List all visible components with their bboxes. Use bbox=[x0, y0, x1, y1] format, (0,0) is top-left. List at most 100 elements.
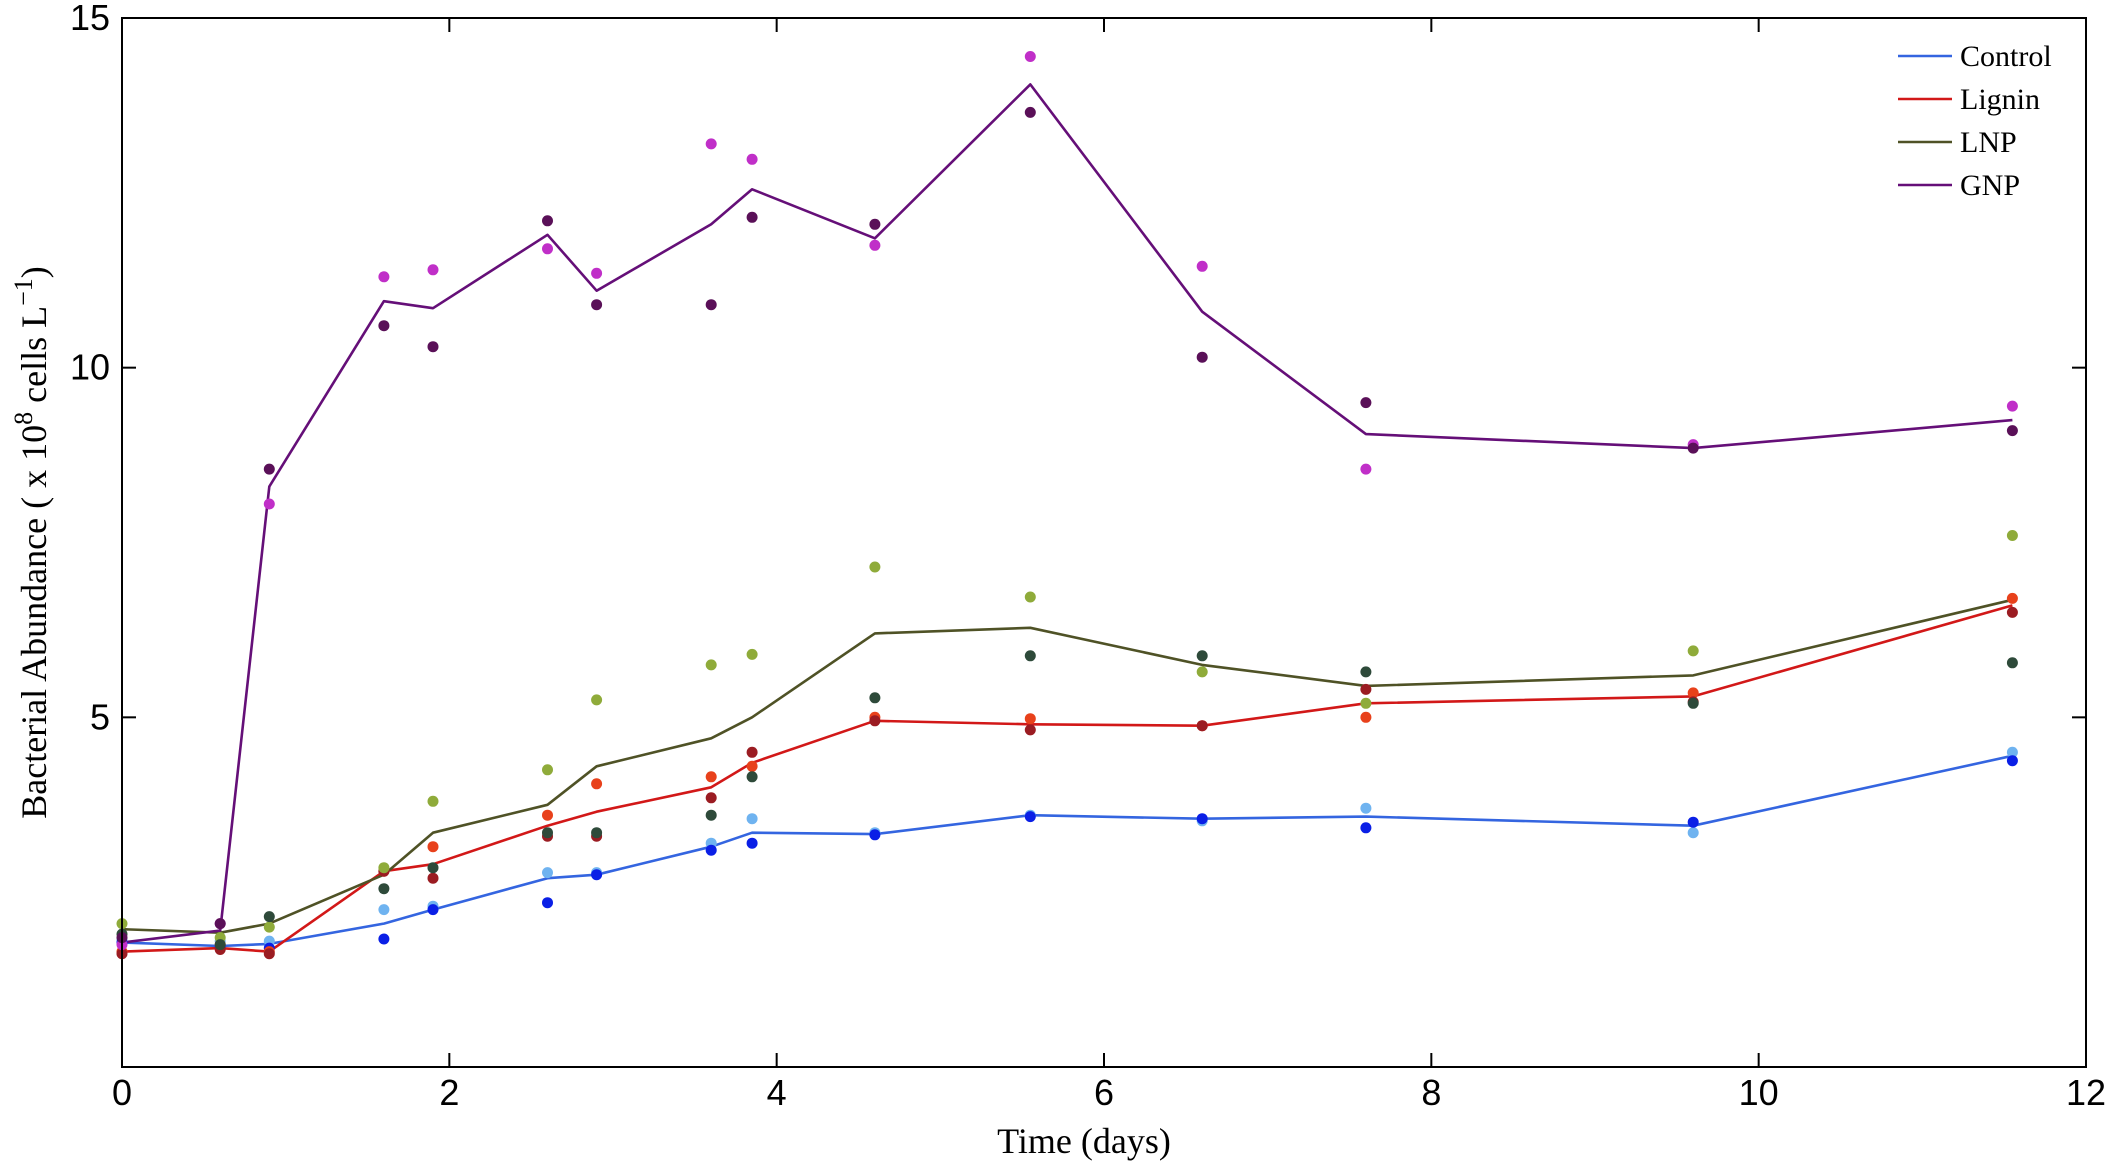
data-point-lnp-rep1 bbox=[869, 561, 881, 573]
data-point-control-rep2 bbox=[1024, 811, 1036, 823]
data-point-control-rep1 bbox=[2006, 746, 2018, 758]
data-point-gnp-rep1 bbox=[263, 498, 275, 510]
data-point-gnp-rep1 bbox=[2006, 400, 2018, 412]
series-line-gnp bbox=[121, 83, 2013, 944]
y-axis-title-exp2: −1 bbox=[9, 278, 38, 306]
data-point-gnp-rep2 bbox=[263, 463, 275, 475]
data-point-gnp-rep1 bbox=[1196, 260, 1208, 272]
data-point-control-rep1 bbox=[746, 813, 758, 825]
data-point-lignin-rep1 bbox=[2006, 592, 2018, 604]
data-point-lnp-rep2 bbox=[746, 771, 758, 783]
data-point-lnp-rep1 bbox=[591, 694, 603, 706]
data-point-lnp-rep2 bbox=[427, 862, 439, 874]
data-point-gnp-rep2 bbox=[1196, 351, 1208, 363]
data-point-gnp-rep2 bbox=[427, 341, 439, 353]
data-point-lnp-rep2 bbox=[378, 883, 390, 895]
legend: Control Lignin LNP GNP bbox=[1898, 40, 2052, 202]
data-point-lignin-rep2 bbox=[427, 872, 439, 884]
data-point-gnp-rep1 bbox=[1024, 51, 1036, 62]
data-point-control-rep2 bbox=[427, 904, 439, 916]
data-point-control-rep2 bbox=[1687, 816, 1699, 828]
data-point-lnp-rep2 bbox=[869, 692, 881, 704]
data-point-gnp-rep2 bbox=[591, 299, 603, 311]
data-point-lignin-rep1 bbox=[746, 760, 758, 772]
data-point-lignin-rep1 bbox=[542, 809, 553, 821]
data-point-gnp-rep2 bbox=[746, 211, 758, 223]
data-point-lignin-rep1 bbox=[591, 778, 603, 790]
data-point-control-rep2 bbox=[591, 869, 603, 881]
points-layer bbox=[116, 51, 2018, 960]
data-point-gnp-rep1 bbox=[427, 264, 439, 276]
data-point-lnp-rep2 bbox=[705, 809, 717, 821]
data-point-gnp-rep2 bbox=[542, 215, 553, 227]
data-point-lignin-rep1 bbox=[427, 841, 439, 853]
data-point-control-rep2 bbox=[746, 837, 758, 849]
x-tick-label: 6 bbox=[1094, 1072, 1114, 1113]
data-point-lnp-rep2 bbox=[1360, 666, 1372, 678]
data-point-lnp-rep2 bbox=[214, 939, 226, 951]
data-point-lnp-rep2 bbox=[2006, 657, 2018, 669]
data-point-gnp-rep1 bbox=[591, 267, 603, 279]
data-point-control-rep1 bbox=[1360, 802, 1372, 814]
data-point-lnp-rep2 bbox=[1687, 697, 1699, 709]
data-point-gnp-rep2 bbox=[869, 218, 881, 230]
data-point-gnp-rep1 bbox=[1360, 463, 1372, 475]
ticks-layer: 0 2 4 6 8 10 12 5 10 15 bbox=[70, 0, 2106, 1113]
data-point-control-rep2 bbox=[869, 829, 881, 841]
legend-label-lnp: LNP bbox=[1960, 126, 2017, 159]
data-point-lnp-rep1 bbox=[1196, 666, 1208, 678]
data-point-gnp-rep2 bbox=[1360, 397, 1372, 409]
x-tick-label: 4 bbox=[767, 1072, 787, 1113]
data-point-lnp-rep2 bbox=[1024, 650, 1036, 662]
y-axis-title-mid: cells L bbox=[14, 306, 54, 412]
data-point-lignin-rep2 bbox=[2006, 606, 2018, 618]
data-point-control-rep2 bbox=[705, 844, 717, 856]
data-point-control-rep1 bbox=[378, 904, 390, 916]
data-point-lignin-rep2 bbox=[1360, 683, 1372, 695]
data-point-lnp-rep1 bbox=[1687, 645, 1699, 657]
data-point-gnp-rep2 bbox=[214, 918, 226, 930]
data-point-gnp-rep1 bbox=[705, 138, 717, 150]
data-point-lignin-rep1 bbox=[1687, 687, 1699, 699]
data-point-control-rep2 bbox=[2006, 755, 2018, 767]
data-point-control-rep1 bbox=[1687, 827, 1699, 839]
series-line-lignin bbox=[121, 604, 2013, 953]
x-tick-label: 12 bbox=[2066, 1072, 2106, 1113]
x-tick-label: 8 bbox=[1421, 1072, 1441, 1113]
x-tick-label: 2 bbox=[439, 1072, 459, 1113]
y-axis-title-suffix: ) bbox=[14, 266, 54, 278]
data-point-control-rep2 bbox=[1360, 822, 1372, 834]
x-axis-title: Time (days) bbox=[997, 1121, 1171, 1161]
data-point-lnp-rep2 bbox=[263, 911, 275, 923]
data-point-lignin-rep2 bbox=[263, 948, 275, 960]
data-point-lnp-rep1 bbox=[542, 764, 553, 776]
data-point-lignin-rep2 bbox=[746, 746, 758, 758]
data-point-control-rep2 bbox=[378, 933, 390, 945]
legend-label-gnp: GNP bbox=[1960, 169, 2020, 202]
data-point-lnp-rep1 bbox=[1024, 591, 1036, 603]
series-line-lnp bbox=[121, 598, 2013, 935]
y-axis-title-exp1: 8 bbox=[9, 412, 38, 425]
data-point-gnp-rep1 bbox=[869, 239, 881, 251]
data-point-lnp-rep1 bbox=[378, 862, 390, 874]
data-point-lignin-rep1 bbox=[705, 771, 717, 783]
data-point-gnp-rep2 bbox=[378, 320, 390, 332]
data-point-lnp-rep1 bbox=[263, 921, 275, 933]
data-point-lignin-rep2 bbox=[705, 792, 717, 804]
legend-label-control: Control bbox=[1960, 40, 2052, 73]
data-point-gnp-rep1 bbox=[378, 271, 390, 283]
x-tick-label: 0 bbox=[112, 1072, 132, 1113]
y-tick-label: 5 bbox=[90, 696, 110, 737]
data-point-lignin-rep2 bbox=[1196, 720, 1208, 732]
y-axis-title: Bacterial Abundance ( x 108 cells L−1) bbox=[9, 266, 54, 819]
x-tick-label: 10 bbox=[1739, 1072, 1779, 1113]
data-point-lnp-rep1 bbox=[705, 659, 717, 671]
legend-label-lignin: Lignin bbox=[1960, 83, 2040, 116]
data-point-lignin-rep1 bbox=[1360, 711, 1372, 723]
data-point-gnp-rep1 bbox=[542, 243, 553, 255]
data-point-lnp-rep2 bbox=[542, 827, 553, 839]
data-point-lnp-rep1 bbox=[2006, 530, 2018, 541]
y-tick-label: 15 bbox=[70, 0, 110, 38]
data-point-lignin-rep1 bbox=[1024, 713, 1036, 725]
